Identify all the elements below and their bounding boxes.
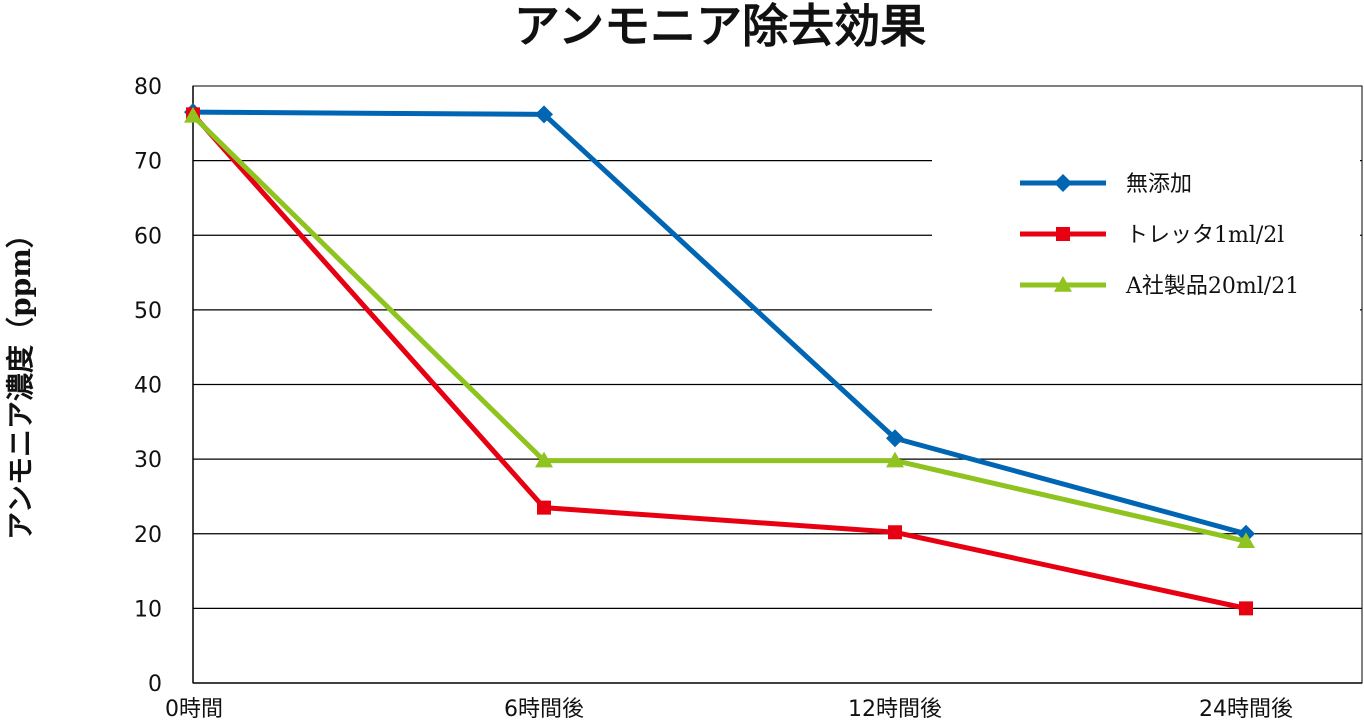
data-point — [537, 500, 551, 515]
series-2 — [184, 106, 1255, 548]
legend-entry: トレッタ1ml/2l — [1020, 223, 1284, 248]
y-tick-label: 40 — [134, 374, 162, 399]
y-tick-label: 0 — [148, 672, 162, 697]
series-line — [190, 111, 1249, 611]
y-tick-label: 60 — [134, 224, 162, 249]
x-tick-label: 12時間後 — [848, 697, 942, 722]
series-0 — [184, 103, 1255, 543]
legend-entry: A社製品20ml/21 — [1020, 274, 1299, 299]
chart-title: アンモニア除去効果 — [514, 0, 926, 53]
y-tick-labels: 0 10 20 30 40 50 60 70 80 — [134, 75, 162, 697]
y-tick-label: 20 — [134, 523, 162, 548]
x-tick-label: 6時間後 — [504, 697, 584, 722]
legend-label: 無添加 — [1126, 172, 1192, 197]
legend-entry: 無添加 — [1020, 172, 1192, 197]
data-point — [535, 105, 553, 124]
legend-label: A社製品20ml/21 — [1125, 274, 1299, 299]
y-tick-label: 80 — [134, 75, 162, 100]
data-point — [888, 525, 902, 540]
data-point — [1237, 532, 1255, 548]
axes — [192, 85, 1363, 684]
y-axis-label: アンモニア濃度（ppm） — [4, 220, 37, 540]
legend-marker — [1054, 174, 1072, 192]
x-tick-label: 24時間後 — [1199, 697, 1293, 722]
x-tick-labels: 0時間 6時間後 12時間後 24時間後 — [165, 697, 1293, 722]
data-point — [886, 429, 904, 448]
legend-marker — [1056, 227, 1070, 241]
x-tick-label: 0時間 — [165, 697, 223, 722]
y-tick-label: 70 — [134, 150, 162, 175]
legend-label: トレッタ1ml/2l — [1126, 223, 1284, 248]
y-tick-label: 30 — [134, 448, 162, 473]
series-line — [190, 109, 1249, 537]
y-tick-label: 10 — [134, 597, 162, 622]
series-line — [190, 113, 1249, 544]
data-point — [535, 451, 553, 468]
y-tick-label: 50 — [134, 299, 162, 324]
series-layer — [184, 103, 1255, 616]
data-point — [184, 106, 202, 123]
data-point — [1239, 601, 1253, 616]
legend-marker — [1054, 276, 1072, 292]
data-point — [886, 451, 904, 468]
